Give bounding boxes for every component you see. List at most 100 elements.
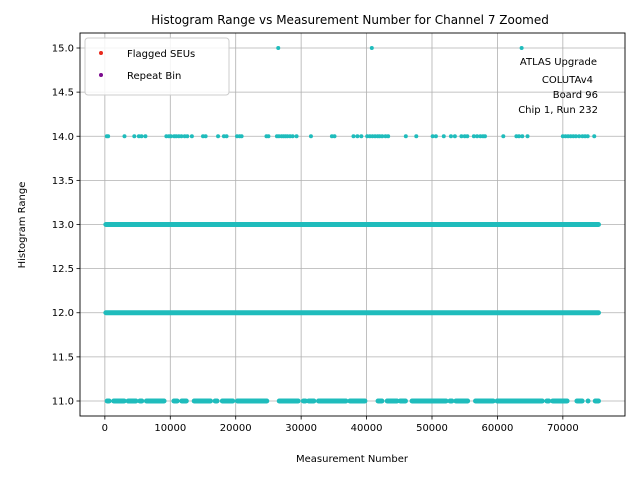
data-point-y14	[168, 134, 173, 139]
data-point-y15	[519, 46, 524, 51]
y-tick-label: 11.0	[52, 396, 74, 407]
data-point-y14	[448, 134, 453, 139]
data-segment-y11	[397, 398, 408, 404]
y-tick-label: 11.5	[52, 352, 74, 363]
data-point-y14	[203, 134, 208, 139]
data-point-y14	[294, 134, 299, 139]
plot-frame	[79, 32, 626, 417]
data-point-y15	[276, 46, 281, 51]
data-point-y14	[359, 134, 364, 139]
annotation-line-1: ATLAS Upgrade	[520, 57, 597, 68]
x-tick-label: 50000	[416, 423, 448, 434]
x-axis-label: Measurement Number	[296, 454, 409, 465]
data-point-y14	[525, 134, 530, 139]
data-segment-y11	[544, 398, 552, 404]
data-segment-y11	[234, 398, 270, 404]
data-segment-y11	[409, 398, 449, 404]
data-segment-y11	[585, 398, 591, 404]
run-annotation: ATLAS Upgrade COLUTAv4 Board 96 Chip 1, …	[518, 57, 598, 116]
data-segment-y11	[300, 398, 308, 404]
data-point-y14	[380, 134, 385, 139]
x-tick-label: 20000	[220, 423, 252, 434]
data-segment-y11	[276, 398, 301, 404]
data-point-y14	[239, 134, 244, 139]
data-point-y14	[143, 134, 148, 139]
data-segment-y11	[574, 398, 585, 404]
data-point-y14	[106, 134, 111, 139]
x-tick-label: 10000	[154, 423, 186, 434]
data-series	[103, 46, 601, 404]
data-point-y14	[517, 134, 522, 139]
data-segment-y11	[104, 398, 112, 404]
y-tick-label: 13.5	[52, 176, 74, 187]
annotation-line-2: COLUTAv4	[542, 75, 593, 86]
data-point-y14	[355, 134, 360, 139]
x-axis-ticks: 0 10000 20000 30000 40000 50000 60000 70000	[102, 416, 579, 434]
data-point-y14	[459, 134, 464, 139]
data-segment-y11	[592, 398, 601, 404]
legend-box	[84, 37, 230, 96]
data-segment-y11	[306, 398, 317, 404]
data-segment-y11	[125, 398, 139, 404]
data-segment-y11	[473, 398, 496, 404]
data-segment-y11	[315, 398, 349, 404]
data-point-y15	[369, 46, 374, 51]
data-point-y14	[475, 134, 480, 139]
data-segment-y11	[143, 398, 167, 404]
data-segment-y11	[453, 398, 471, 404]
y-axis-ticks: 11.0 11.5 12.0 12.5 13.0 13.5 14.0 14.5 15.0	[52, 44, 80, 407]
data-point-y14	[290, 134, 295, 139]
data-segment-y11	[447, 398, 455, 404]
legend-marker-flagged-seus	[99, 51, 103, 55]
data-point-y14	[501, 134, 506, 139]
data-point-y14	[179, 134, 184, 139]
data-point-y14	[433, 134, 438, 139]
y-tick-label: 14.5	[52, 88, 74, 99]
data-point-y14	[216, 134, 221, 139]
data-point-y14	[224, 134, 229, 139]
data-point-y14	[592, 134, 597, 139]
data-point-y14	[189, 134, 194, 139]
data-point-y14	[403, 134, 408, 139]
data-band-y12	[103, 310, 601, 316]
data-segment-y11	[219, 398, 236, 404]
data-point-y14	[414, 134, 419, 139]
data-segment-y11	[191, 398, 214, 404]
data-point-y14	[452, 134, 457, 139]
data-point-y14	[266, 134, 271, 139]
data-point-y14	[577, 134, 582, 139]
x-tick-label: 0	[102, 423, 108, 434]
data-point-y14	[573, 134, 578, 139]
data-point-y14	[185, 134, 190, 139]
x-tick-label: 40000	[351, 423, 383, 434]
y-tick-label: 13.0	[52, 220, 74, 231]
legend-label-repeat-bin: Repeat Bin	[127, 71, 181, 82]
data-segment-y11	[494, 398, 545, 404]
data-segment-y11	[212, 398, 220, 404]
data-point-y14	[386, 134, 391, 139]
data-segment-y11	[375, 398, 385, 404]
data-point-y14	[139, 134, 144, 139]
data-point-y14	[482, 134, 487, 139]
data-point-y14	[122, 134, 127, 139]
data-point-y14	[332, 134, 337, 139]
data-segment-y11	[137, 398, 145, 404]
data-point-y14	[351, 134, 356, 139]
legend-marker-repeat-bin	[99, 73, 103, 77]
y-tick-label: 15.0	[52, 44, 74, 55]
data-point-y14	[520, 134, 525, 139]
legend: Flagged SEUs Repeat Bin	[84, 37, 230, 96]
data-segment-y11	[347, 398, 368, 404]
annotation-line-3: Board 96	[553, 90, 598, 101]
data-segment-y11	[171, 398, 180, 404]
data-segment-y11	[179, 398, 189, 404]
legend-label-flagged-seus: Flagged SEUs	[127, 49, 195, 60]
data-segment-y11	[111, 398, 127, 404]
data-segment-y11	[550, 398, 570, 404]
data-point-y14	[465, 134, 470, 139]
x-tick-label: 70000	[547, 423, 579, 434]
data-point-y14	[430, 134, 435, 139]
data-point-y14	[308, 134, 313, 139]
data-band-y13	[103, 222, 601, 227]
